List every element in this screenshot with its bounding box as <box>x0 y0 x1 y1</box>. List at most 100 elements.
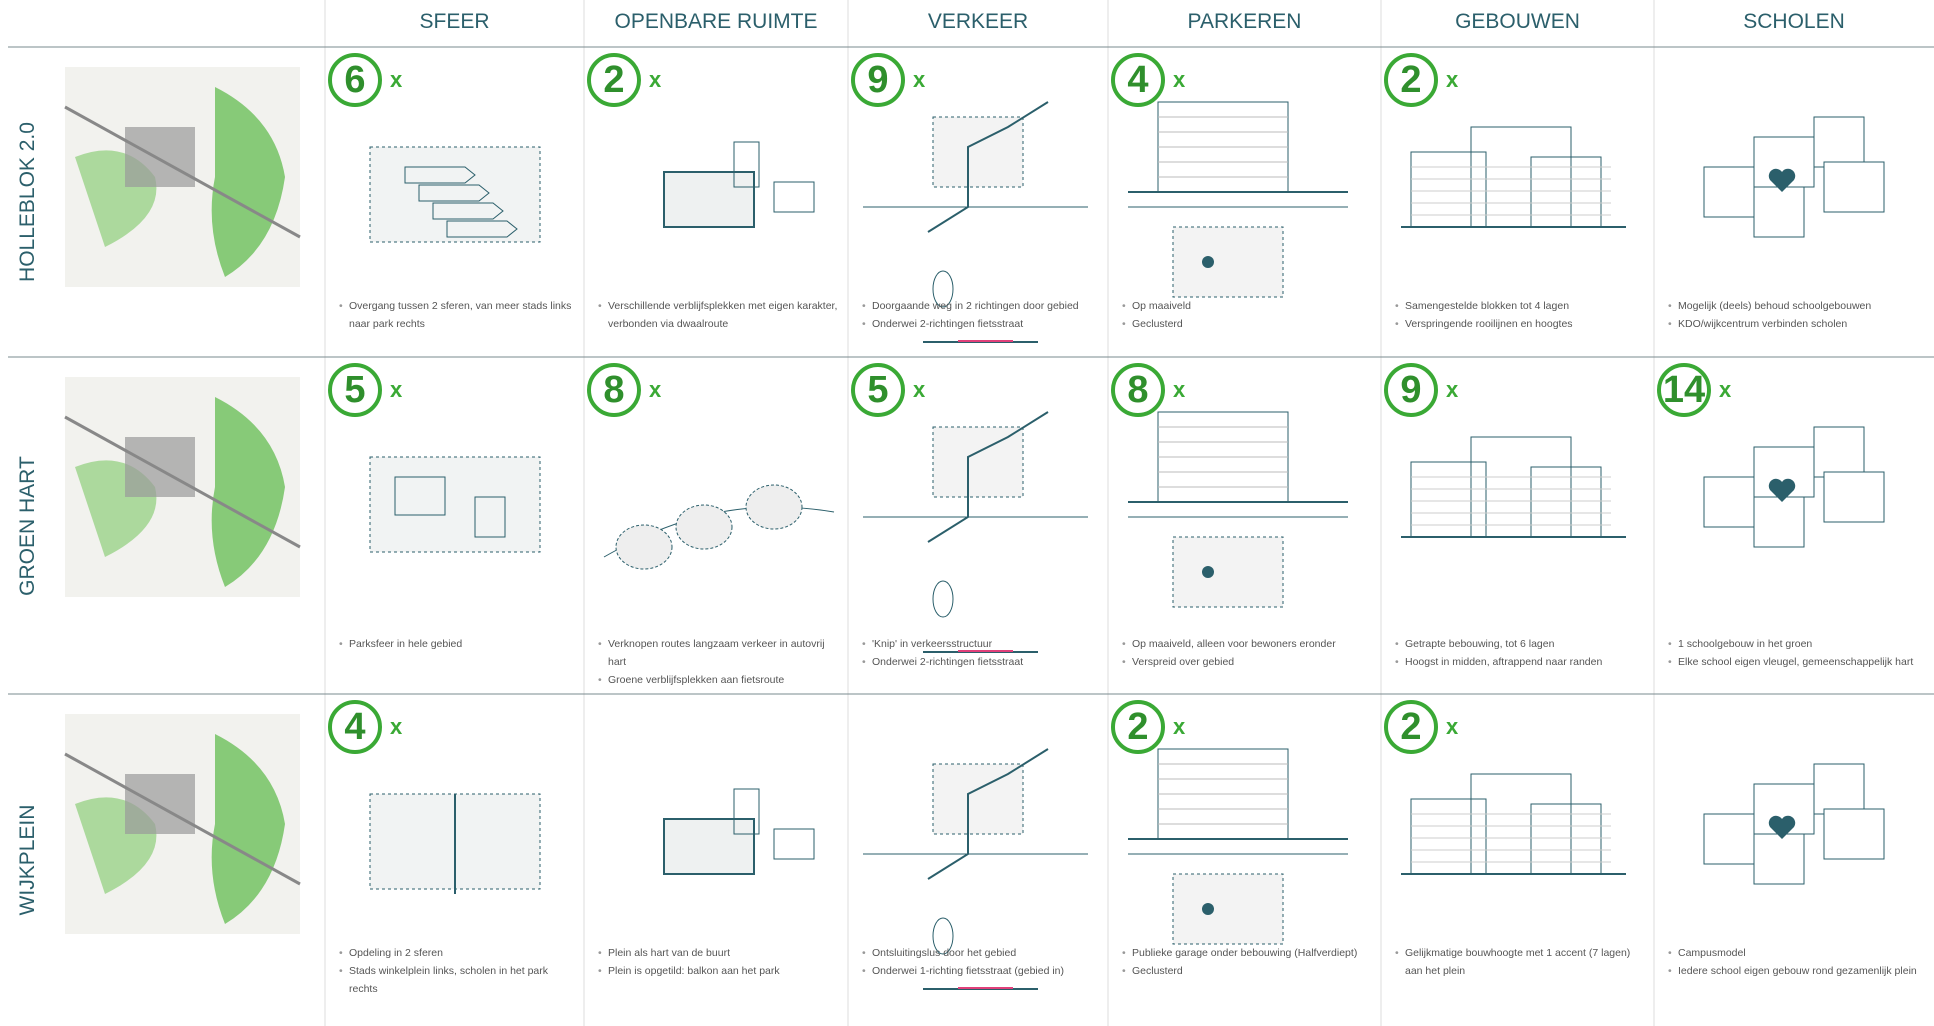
bullet: Op maaiveld, alleen voor bewoners eronde… <box>1120 635 1373 653</box>
bullet: Campusmodel <box>1666 944 1926 962</box>
plaza <box>663 818 755 875</box>
bullet: Getrapte bebouwing, tot 6 lagen <box>1393 635 1646 653</box>
bullet: Opdeling in 2 sferen <box>337 944 576 962</box>
bullet: Plein is opgetild: balkon aan het park <box>596 962 840 980</box>
parking-icon <box>1202 566 1214 578</box>
heart <box>1768 815 1796 839</box>
school <box>1813 116 1865 168</box>
bullet: Publieke garage onder bebouwing (Halfver… <box>1120 944 1373 962</box>
arrow <box>404 166 476 184</box>
bullet-list: Samengestelde blokken tot 4 lagenVerspri… <box>1393 297 1646 333</box>
map-building <box>125 437 195 497</box>
heart <box>1768 168 1796 192</box>
road <box>927 101 1049 233</box>
school <box>1823 161 1885 213</box>
bullet-list: Gelijkmatige bouwhoogte met 1 accent (7 … <box>1393 944 1646 980</box>
building <box>1410 798 1487 875</box>
bullet: Op maaiveld <box>1120 297 1373 315</box>
count-suffix: x <box>913 377 926 402</box>
count-suffix: x <box>1173 377 1186 402</box>
bullet: Verspreid over gebied <box>1120 653 1373 671</box>
heart <box>1768 478 1796 502</box>
bullet-list: Overgang tussen 2 sferen, van meer stads… <box>337 297 576 333</box>
column-header: SFEER <box>419 10 490 33</box>
school <box>1813 763 1865 815</box>
column-header: OPENBARE RUIMTE <box>614 10 818 33</box>
bullet-list: Parksfeer in hele gebied <box>337 635 576 653</box>
bullet-list: Ontsluitingslus door het gebiedOnderwei … <box>860 944 1100 980</box>
parking-area <box>1172 873 1284 945</box>
school <box>1703 476 1755 528</box>
zone <box>932 426 1024 498</box>
count-number: 4 <box>1111 53 1165 107</box>
map-green <box>211 87 285 277</box>
block <box>773 181 815 213</box>
block <box>733 141 760 188</box>
map-building <box>125 774 195 834</box>
school <box>1823 471 1885 523</box>
bullet: Hoogst in midden, aftrappend naar randen <box>1393 653 1646 671</box>
bullet: Verspringende rooilijnen en hoogtes <box>1393 315 1646 333</box>
map-green <box>211 734 285 924</box>
bullet: Samengestelde blokken tot 4 lagen <box>1393 297 1646 315</box>
bullet-list: Plein als hart van de buurtPlein is opge… <box>596 944 840 980</box>
bullet: Doorgaande weg in 2 richtingen door gebi… <box>860 297 1100 315</box>
count-number: 2 <box>1384 53 1438 107</box>
bullet: 1 schoolgebouw in het groen <box>1666 635 1926 653</box>
map-road <box>64 752 301 886</box>
parking-icon <box>1202 256 1214 268</box>
count-number: 9 <box>851 53 905 107</box>
count-number: 5 <box>328 363 382 417</box>
school <box>1703 166 1755 218</box>
dotted-area <box>369 146 541 243</box>
bullet: Geclusterd <box>1120 315 1373 333</box>
row-label: WIJKPLEIN <box>16 804 39 916</box>
bullet: 'Knip' in verkeersstructuur <box>860 635 1100 653</box>
bullet: Parksfeer in hele gebied <box>337 635 576 653</box>
bullet-list: Verknopen routes langzaam verkeer in aut… <box>596 635 840 689</box>
dotted-area <box>369 456 541 553</box>
bullet-list: Op maaiveld, alleen voor bewoners eronde… <box>1120 635 1373 671</box>
bullet: KDO/wijkcentrum verbinden scholen <box>1666 315 1926 333</box>
bullet-list: CampusmodelIedere school eigen gebouw ro… <box>1666 944 1926 980</box>
parking-area <box>1172 226 1284 298</box>
bullet-list: Opdeling in 2 sferenStads winkelplein li… <box>337 944 576 998</box>
parking-area <box>1172 536 1284 608</box>
zone <box>932 763 1024 835</box>
count-number: 6 <box>328 53 382 107</box>
map-road <box>64 415 301 549</box>
school <box>1753 496 1805 548</box>
count-suffix: x <box>1173 67 1186 92</box>
bullet-list: Getrapte bebouwing, tot 6 lagenHoogst in… <box>1393 635 1646 671</box>
count-suffix: x <box>913 67 926 92</box>
bullet: Verknopen routes langzaam verkeer in aut… <box>596 635 840 671</box>
bullet: Plein als hart van de buurt <box>596 944 840 962</box>
bullet: Ontsluitingslus door het gebied <box>860 944 1100 962</box>
count-suffix: x <box>649 377 662 402</box>
bullet-list: 'Knip' in verkeersstructuurOnderwei 2-ri… <box>860 635 1100 671</box>
school <box>1753 186 1805 238</box>
bullet-list: Verschillende verblijfsplekken met eigen… <box>596 297 840 333</box>
row-label: HOLLEBLOK 2.0 <box>16 122 39 282</box>
count-number: 5 <box>851 363 905 417</box>
count-suffix: x <box>1446 67 1459 92</box>
school <box>1753 833 1805 885</box>
block <box>394 476 446 516</box>
block <box>474 496 506 538</box>
school <box>1703 813 1755 865</box>
count-number: 2 <box>587 53 641 107</box>
bullet-list: 1 schoolgebouw in het groenElke school e… <box>1666 635 1926 671</box>
bullet: Onderwei 1-richting fietsstraat (gebied … <box>860 962 1100 980</box>
count-number: 2 <box>1384 700 1438 754</box>
